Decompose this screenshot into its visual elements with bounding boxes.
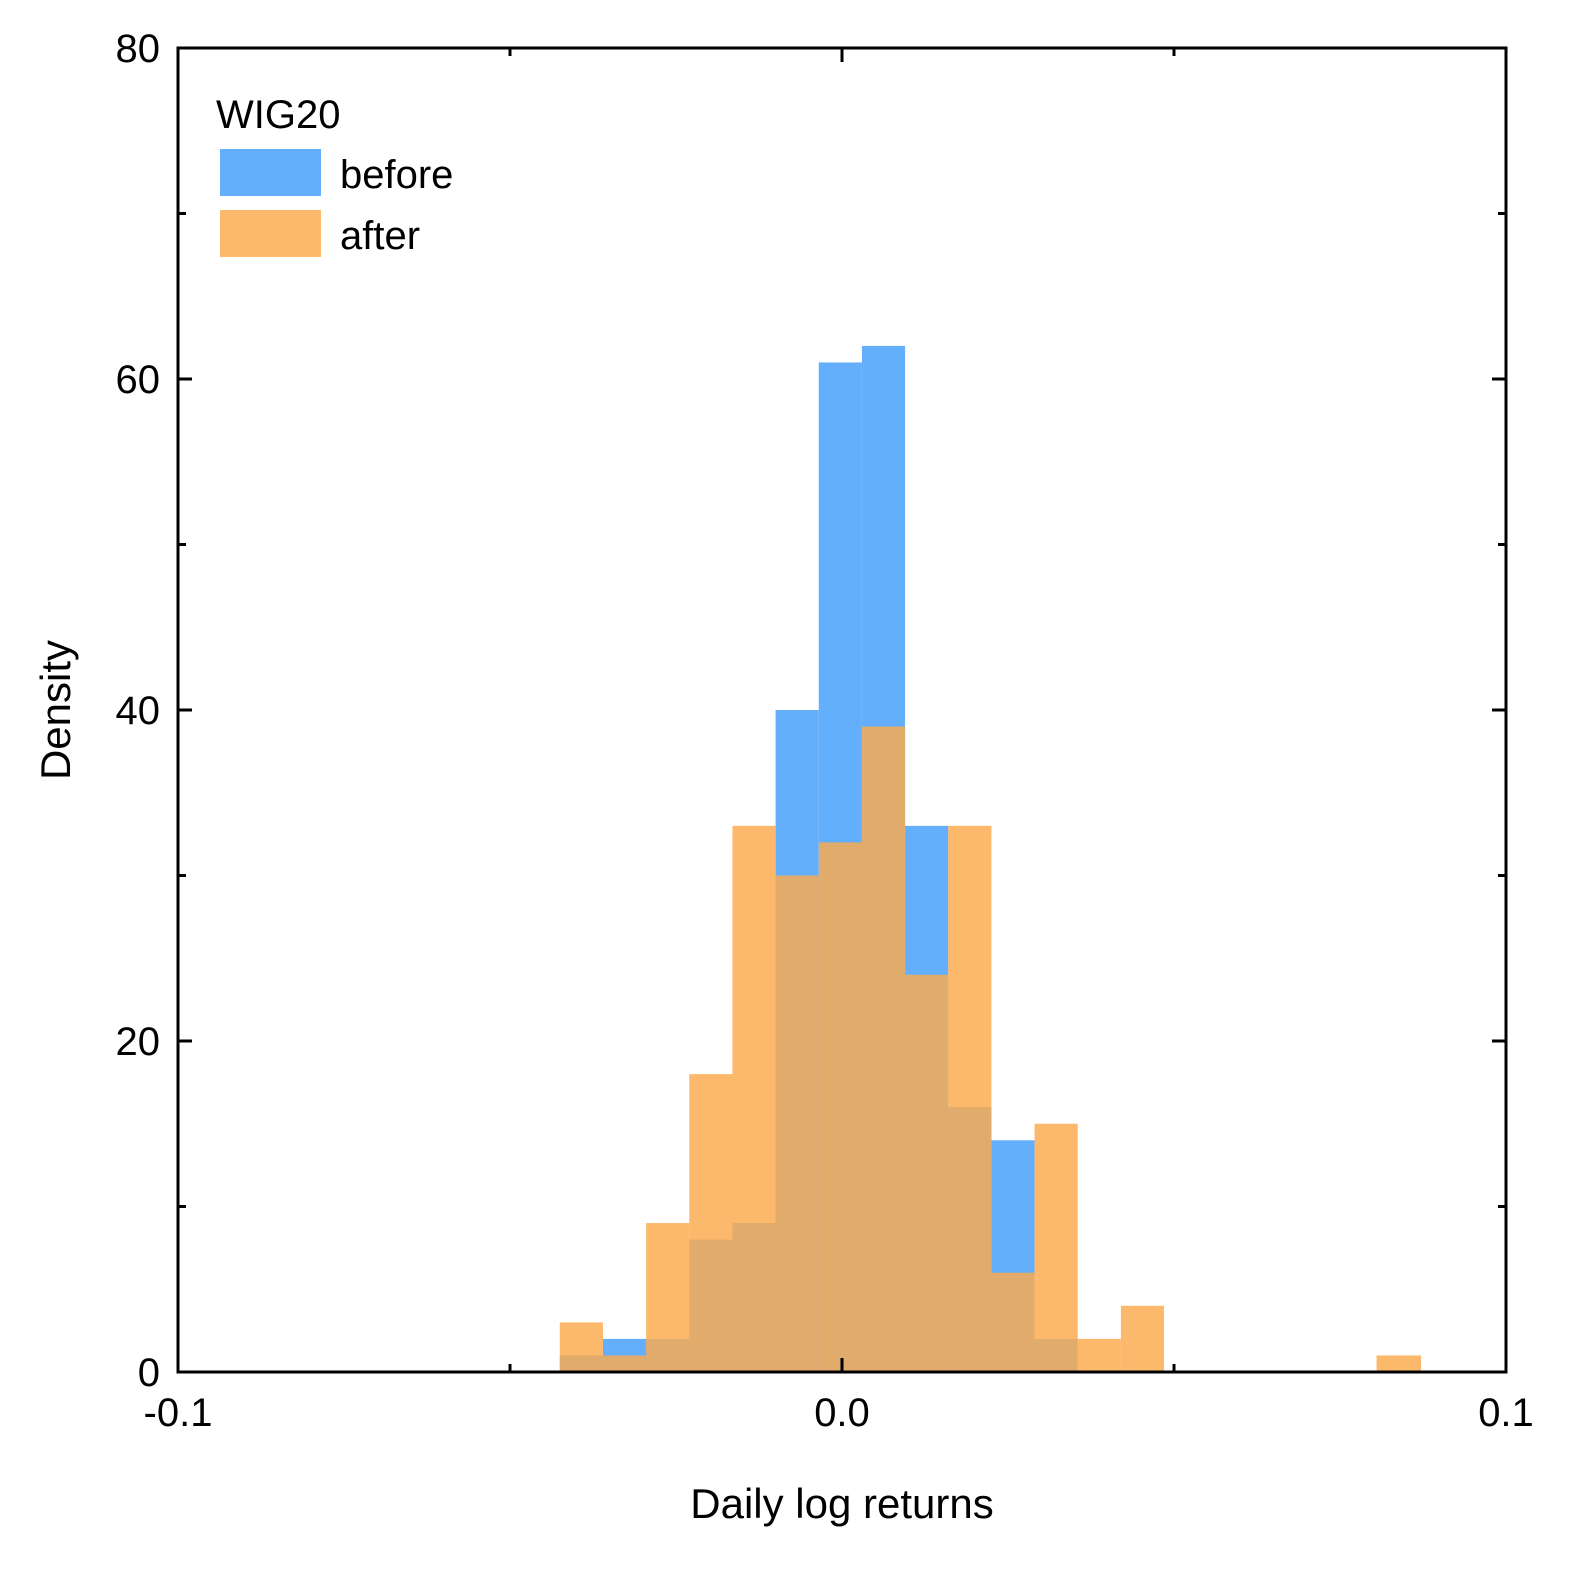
bar-after-0 [559, 1322, 603, 1372]
bar-after-14 [1376, 1355, 1422, 1372]
legend-label-after: after [340, 214, 420, 258]
axis-ticks [176, 46, 1508, 1374]
bar-after-1 [602, 1355, 647, 1372]
bar-after-2 [646, 1223, 690, 1372]
y-axis-title: Density [32, 640, 79, 780]
legend-swatch-before [220, 149, 321, 196]
x-axis-title: Daily log returns [690, 1480, 993, 1527]
axis-tick-labels: -0.1 0.0 0.1 0 20 40 60 80 [116, 27, 1534, 1435]
y-tick-label-2: 40 [116, 689, 161, 733]
bar-after-3 [689, 1074, 733, 1372]
legend: WIG20 before after [216, 93, 453, 258]
bar-after-13 [1120, 1305, 1165, 1372]
bar-after-7 [861, 726, 906, 1372]
y-tick-label-3: 60 [116, 358, 161, 402]
bar-after-12 [1077, 1338, 1121, 1372]
bar-after-8 [905, 974, 949, 1372]
y-tick-label-4: 80 [116, 27, 161, 71]
y-tick-label-1: 20 [116, 1020, 161, 1064]
legend-label-before: before [340, 153, 453, 197]
x-tick-label-1: 0.0 [814, 1391, 870, 1435]
bar-after-6 [818, 842, 862, 1372]
bar-after-5 [775, 875, 819, 1372]
legend-swatch-after [220, 210, 321, 257]
bar-after-4 [732, 825, 776, 1372]
bar-after-11 [1034, 1123, 1078, 1372]
x-tick-label-2: 0.1 [1478, 1391, 1534, 1435]
y-tick-label-0: 0 [138, 1351, 160, 1395]
bar-after-9 [948, 825, 992, 1372]
series-after-bars [559, 726, 1422, 1372]
x-tick-label-0: -0.1 [144, 1391, 213, 1435]
bar-after-10 [991, 1272, 1035, 1372]
legend-title: WIG20 [216, 93, 340, 137]
